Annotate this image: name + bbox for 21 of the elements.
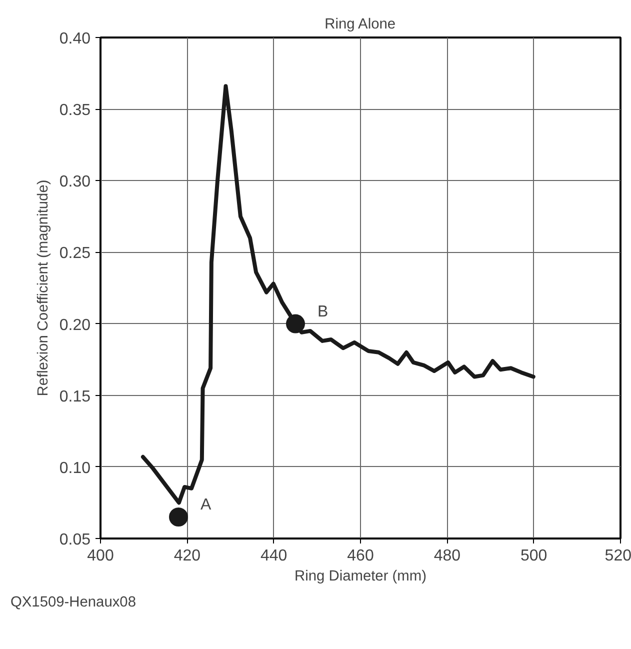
x-tick-label: 420: [174, 548, 201, 564]
y-tick-label: 0.20: [59, 316, 91, 334]
y-tick-label: 0.10: [59, 460, 91, 477]
y-tick-label: 0.40: [59, 30, 91, 48]
x-tick-label: 500: [520, 548, 548, 564]
y-tick-label: 0.15: [59, 388, 91, 406]
x-tick-label: 440: [260, 548, 288, 564]
x-tick-label: 400: [87, 548, 114, 564]
x-tick-label: 480: [434, 548, 461, 564]
x-axis-title: Ring Diameter (mm): [294, 568, 426, 584]
annotation: A: [200, 496, 212, 514]
y-tick-label: 0.30: [59, 174, 91, 191]
chart-title: Ring Alone: [324, 16, 396, 32]
y-axis-title: Reflexion Coefficient (magnitude): [35, 180, 52, 396]
text: QX1509-Henaux08: [10, 594, 136, 610]
y-tick-label: 0.05: [59, 532, 91, 548]
x-tick-label: 460: [347, 548, 374, 564]
y-tick-label: 0.35: [59, 102, 91, 120]
x-tick-label: 520: [604, 548, 631, 564]
annotation: B: [318, 303, 328, 320]
y-tick-label: 0.25: [59, 245, 91, 262]
